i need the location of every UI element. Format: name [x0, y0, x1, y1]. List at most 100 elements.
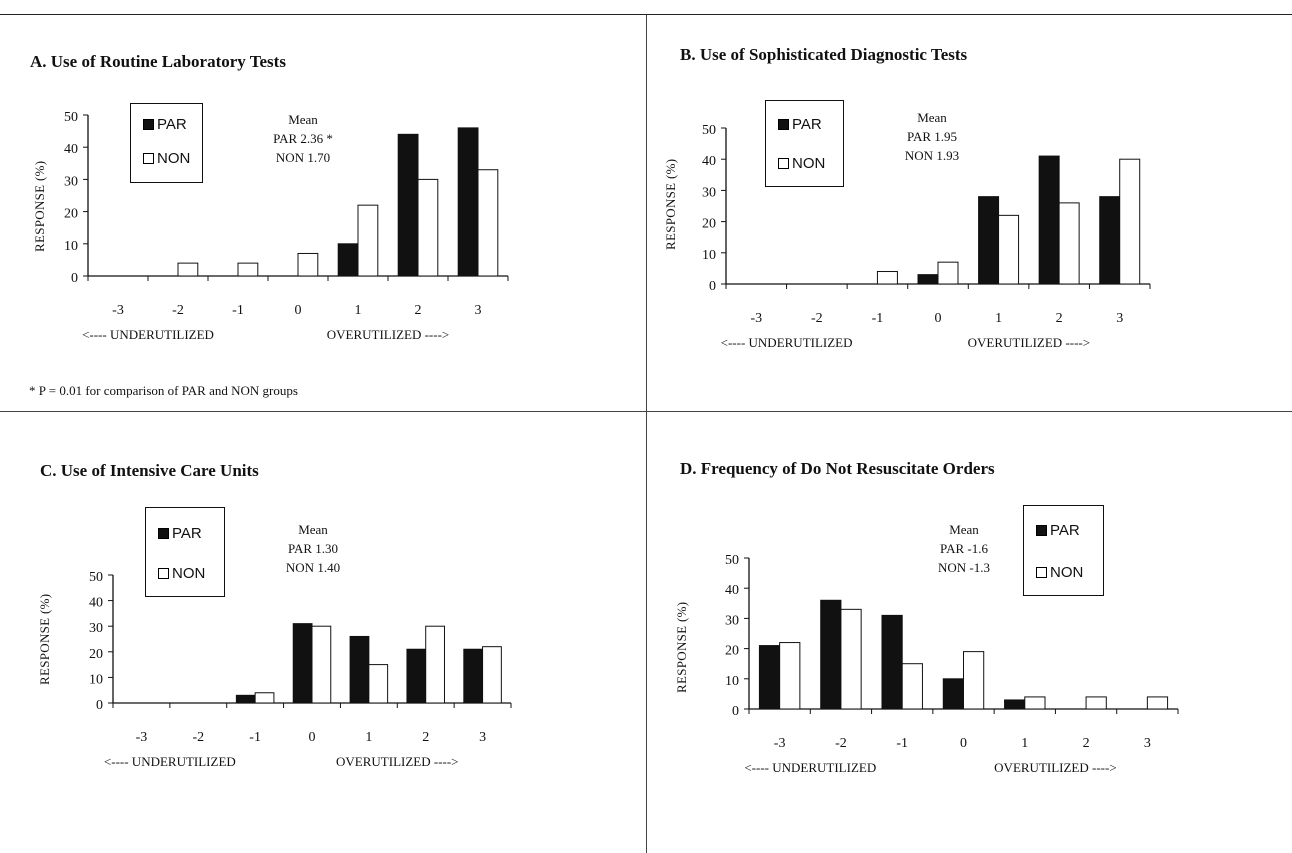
bar-non [963, 651, 985, 710]
mean-par: PAR 1.95 [906, 129, 958, 144]
x-tick-label: 0 [295, 303, 302, 318]
x-tick-label: -2 [811, 311, 823, 326]
x-tick-label: 3 [1116, 311, 1123, 326]
y-tick-label: 40 [64, 142, 78, 157]
x-tick-label: -1 [232, 303, 244, 318]
y-tick-label: 30 [89, 621, 103, 636]
y-tick-label: 30 [725, 613, 739, 628]
x-tick-label: 3 [1144, 736, 1151, 751]
bar-par [758, 645, 781, 710]
legend: PAR NON [130, 103, 203, 183]
underutilized-label: <---- UNDERUTILIZED [721, 335, 853, 350]
y-tick-label: 20 [702, 217, 716, 232]
legend-swatch-non [1036, 567, 1047, 578]
bar-non [254, 692, 275, 704]
bar-non [1085, 696, 1107, 710]
chart-title: B. Use of Sophisticated Diagnostic Tests [680, 45, 968, 64]
legend-swatch-par [143, 119, 154, 130]
underutilized-label: <---- UNDERUTILIZED [744, 760, 876, 775]
x-tick-label: -1 [896, 736, 908, 751]
legend-label: PAR [792, 116, 822, 133]
mean-non: NON 1.93 [904, 148, 960, 163]
legend-swatch-par [778, 119, 789, 130]
x-tick-label: 2 [1083, 736, 1090, 751]
legend-swatch-par [158, 528, 169, 539]
bar-non [368, 664, 389, 704]
mean-non: NON -1.3 [938, 560, 990, 575]
legend-label: NON [1050, 564, 1084, 581]
mean-annotation: Mean PAR -1.6 NON -1.3 [914, 520, 1014, 577]
legend-swatch-non [158, 568, 169, 579]
overutilized-label: OVERUTILIZED ----> [336, 754, 458, 769]
y-tick-label: 50 [89, 570, 103, 585]
bar-non [1146, 696, 1169, 710]
mean-annotation: Mean PAR 1.30 NON 1.40 [263, 520, 363, 577]
x-tick-label: -2 [835, 736, 847, 751]
y-tick-label: 20 [64, 207, 78, 222]
x-tick-label: 2 [415, 303, 422, 318]
legend-item-par: PAR [143, 116, 187, 133]
x-tick-label: -3 [774, 736, 786, 751]
mean-par: PAR 2.36 * [273, 131, 333, 146]
y-tick-label: 50 [702, 123, 716, 138]
y-tick-label: 10 [725, 674, 739, 689]
x-tick-label: 3 [475, 303, 482, 318]
x-tick-label: 1 [365, 730, 372, 745]
bar-non [425, 625, 445, 704]
overutilized-label: OVERUTILIZED ----> [994, 760, 1116, 775]
horizontal-divider [0, 411, 1292, 412]
mean-par: PAR 1.30 [287, 541, 339, 556]
bar-non [417, 178, 439, 277]
vertical-divider [646, 15, 647, 853]
bar-non [876, 271, 898, 285]
bar-non [840, 608, 862, 710]
x-tick-label: 2 [422, 730, 429, 745]
y-tick-label: 0 [96, 698, 103, 713]
y-tick-label: 20 [725, 644, 739, 659]
bar-non [477, 169, 499, 277]
x-tick-label: -3 [112, 303, 124, 318]
x-tick-label: 0 [935, 311, 942, 326]
x-tick-label: -3 [136, 730, 148, 745]
x-tick-label: -1 [249, 730, 261, 745]
legend-label: PAR [1050, 522, 1080, 539]
x-tick-label: 3 [479, 730, 486, 745]
mean-heading: Mean [917, 110, 947, 125]
x-tick-label: 1 [1021, 736, 1028, 751]
footnote: * P = 0.01 for comparison of PAR and NON… [29, 383, 298, 398]
x-tick-label: -3 [750, 311, 762, 326]
legend-item-non: NON [1036, 564, 1083, 581]
legend-swatch-non [778, 158, 789, 169]
bar-par [942, 678, 964, 710]
underutilized-label: <---- UNDERUTILIZED [104, 754, 236, 769]
legend-swatch-non [143, 153, 154, 164]
legend-label: PAR [172, 525, 202, 542]
mean-heading: Mean [288, 112, 318, 127]
bar-non [1119, 158, 1141, 285]
legend: PAR NON [145, 507, 225, 597]
mean-heading: Mean [298, 522, 328, 537]
mean-annotation: Mean PAR 2.36 * NON 1.70 [253, 110, 353, 167]
x-tick-label: 2 [1056, 311, 1063, 326]
bar-non [297, 252, 319, 277]
x-tick-label: 0 [309, 730, 316, 745]
mean-par: PAR -1.6 [940, 541, 988, 556]
x-tick-label: 0 [960, 736, 967, 751]
bar-non [311, 625, 332, 704]
legend: PAR NON [1023, 505, 1104, 596]
legend-label: NON [172, 565, 206, 582]
bar-par [820, 599, 842, 710]
y-tick-label: 10 [64, 239, 78, 254]
x-tick-label: -2 [192, 730, 204, 745]
bar-non [1024, 696, 1046, 710]
legend-item-non: NON [158, 565, 205, 582]
bar-non [779, 642, 801, 710]
y-tick-label: 50 [64, 110, 78, 125]
y-tick-label: 40 [702, 154, 716, 169]
legend: PAR NON [765, 100, 844, 187]
legend-item-par: PAR [1036, 522, 1080, 539]
underutilized-label: <---- UNDERUTILIZED [82, 327, 214, 342]
legend-label: NON [792, 155, 826, 172]
